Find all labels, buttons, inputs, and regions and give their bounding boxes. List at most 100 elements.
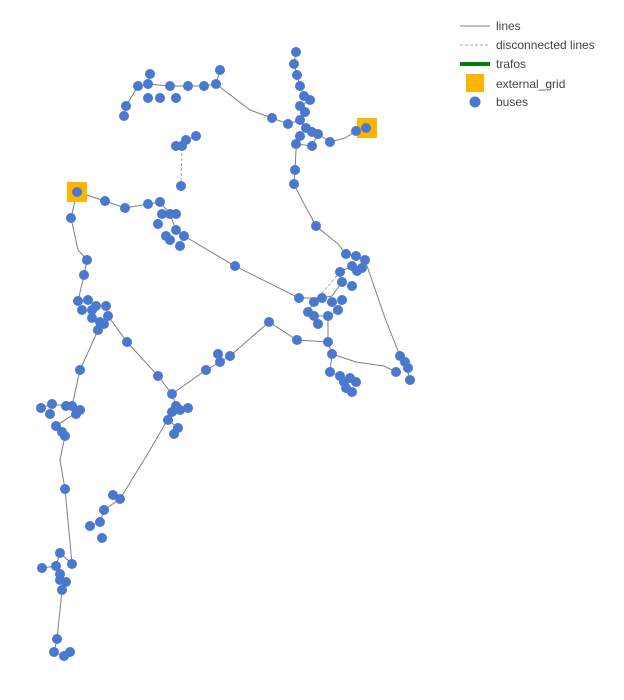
bus-node[interactable]	[60, 431, 70, 441]
bus-node[interactable]	[267, 113, 277, 123]
bus-node[interactable]	[291, 47, 301, 57]
bus-node[interactable]	[57, 585, 67, 595]
bus-node[interactable]	[163, 415, 173, 425]
bus-node[interactable]	[323, 337, 333, 347]
bus-node[interactable]	[51, 561, 61, 571]
bus-node[interactable]	[230, 261, 240, 271]
bus-node[interactable]	[71, 409, 81, 419]
bus-node[interactable]	[122, 337, 132, 347]
bus-node[interactable]	[120, 203, 130, 213]
bus-node[interactable]	[403, 363, 413, 373]
bus-node[interactable]	[337, 295, 347, 305]
bus-node[interactable]	[360, 255, 370, 265]
bus-node[interactable]	[55, 548, 65, 558]
bus-node[interactable]	[351, 126, 361, 136]
legend-item-trafos[interactable]: trafos	[460, 57, 526, 71]
bus-node[interactable]	[155, 93, 165, 103]
bus-node[interactable]	[213, 349, 223, 359]
bus-node[interactable]	[291, 139, 301, 149]
bus-node[interactable]	[67, 401, 77, 411]
bus-node[interactable]	[351, 251, 361, 261]
bus-node[interactable]	[121, 101, 131, 111]
bus-node[interactable]	[335, 267, 345, 277]
bus-node[interactable]	[99, 505, 109, 515]
bus-node[interactable]	[290, 165, 300, 175]
bus-node[interactable]	[37, 563, 47, 573]
bus-node[interactable]	[66, 213, 76, 223]
bus-node[interactable]	[313, 319, 323, 329]
bus-node[interactable]	[87, 313, 97, 323]
legend-item-disconnected-lines[interactable]: disconnected lines	[460, 38, 595, 52]
bus-node[interactable]	[65, 647, 75, 657]
bus-node[interactable]	[311, 221, 321, 231]
legend-item-external-grid[interactable]: external_grid	[466, 74, 565, 92]
bus-node[interactable]	[167, 389, 177, 399]
bus-node[interactable]	[391, 367, 401, 377]
bus-node[interactable]	[225, 351, 235, 361]
bus-node[interactable]	[45, 409, 55, 419]
bus-node[interactable]	[307, 141, 317, 151]
bus-node[interactable]	[95, 517, 105, 527]
bus-node[interactable]	[169, 429, 179, 439]
bus-node[interactable]	[183, 81, 193, 91]
bus-node[interactable]	[101, 301, 111, 311]
bus-node[interactable]	[289, 179, 299, 189]
bus-node[interactable]	[133, 81, 143, 91]
bus-node[interactable]	[60, 484, 70, 494]
bus-node[interactable]	[264, 317, 274, 327]
bus-node[interactable]	[143, 93, 153, 103]
bus-node[interactable]	[183, 403, 193, 413]
bus-node[interactable]	[157, 209, 167, 219]
bus-node[interactable]	[317, 293, 327, 303]
bus-node[interactable]	[292, 70, 302, 80]
bus-node[interactable]	[143, 79, 153, 89]
bus-node[interactable]	[171, 93, 181, 103]
bus-node[interactable]	[309, 297, 319, 307]
bus-node[interactable]	[100, 196, 110, 206]
bus-node[interactable]	[215, 357, 225, 367]
bus-node[interactable]	[153, 219, 163, 229]
bus-node[interactable]	[52, 634, 62, 644]
bus-node[interactable]	[99, 319, 109, 329]
bus-node[interactable]	[333, 305, 343, 315]
bus-node[interactable]	[153, 371, 163, 381]
bus-node[interactable]	[313, 129, 323, 139]
bus-node[interactable]	[303, 307, 313, 317]
bus-node[interactable]	[295, 81, 305, 91]
bus-node[interactable]	[165, 235, 175, 245]
bus-node[interactable]	[341, 249, 351, 259]
bus-node[interactable]	[72, 187, 82, 197]
bus-node[interactable]	[300, 107, 310, 117]
bus-node[interactable]	[199, 81, 209, 91]
bus-node[interactable]	[85, 521, 95, 531]
bus-node[interactable]	[47, 399, 57, 409]
bus-node[interactable]	[97, 533, 107, 543]
bus-node[interactable]	[179, 231, 189, 241]
bus-node[interactable]	[36, 403, 46, 413]
bus-node[interactable]	[175, 241, 185, 251]
bus-node[interactable]	[325, 367, 335, 377]
bus-node[interactable]	[405, 375, 415, 385]
bus-node[interactable]	[75, 365, 85, 375]
bus-node[interactable]	[83, 295, 93, 305]
bus-node[interactable]	[82, 255, 92, 265]
bus-node[interactable]	[292, 335, 302, 345]
bus-node[interactable]	[325, 137, 335, 147]
bus-node[interactable]	[171, 225, 181, 235]
bus-node[interactable]	[295, 115, 305, 125]
bus-node[interactable]	[289, 59, 299, 69]
bus-node[interactable]	[155, 197, 165, 207]
bus-node[interactable]	[165, 81, 175, 91]
bus-node[interactable]	[191, 131, 201, 141]
bus-node[interactable]	[79, 270, 89, 280]
bus-node[interactable]	[103, 311, 113, 321]
bus-node[interactable]	[143, 199, 153, 209]
bus-node[interactable]	[283, 119, 293, 129]
bus-node[interactable]	[361, 123, 371, 133]
bus-node[interactable]	[115, 494, 125, 504]
bus-node[interactable]	[215, 65, 225, 75]
bus-node[interactable]	[347, 387, 357, 397]
bus-node[interactable]	[352, 266, 362, 276]
bus-node[interactable]	[73, 296, 83, 306]
bus-node[interactable]	[351, 377, 361, 387]
